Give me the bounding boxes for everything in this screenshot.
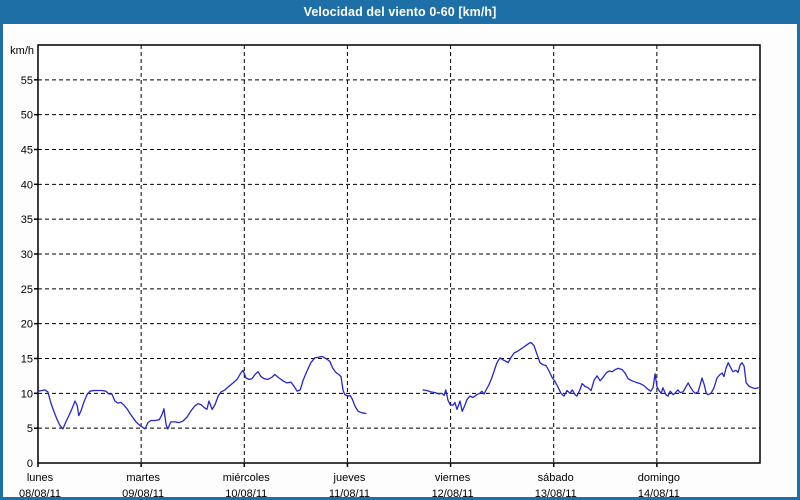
y-tick-label: 25: [21, 284, 33, 296]
y-tick-label: 40: [21, 179, 33, 191]
y-tick-label: 10: [21, 388, 33, 400]
y-tick-label: 20: [21, 319, 33, 331]
x-day-label: miércoles: [223, 472, 271, 484]
y-tick-label: 35: [21, 214, 33, 226]
title-bar: Velocidad del viento 0-60 [km/h]: [0, 0, 800, 24]
x-day-label: martes: [126, 472, 160, 484]
y-tick-label: 0: [27, 458, 33, 470]
window-title: Velocidad del viento 0-60 [km/h]: [303, 5, 497, 19]
wind-speed-line: [422, 341, 759, 413]
y-axis-unit-label: km/h: [10, 45, 34, 57]
y-tick-label: 50: [21, 110, 33, 122]
x-date-label: 11/08/11: [329, 488, 370, 500]
x-day-label: jueves: [333, 472, 366, 484]
y-tick-label: 5: [27, 423, 33, 435]
x-day-label: domingo: [638, 472, 680, 484]
y-tick-label: 30: [21, 249, 33, 261]
x-date-label: 10/08/11: [225, 488, 267, 500]
x-date-label: 08/08/11: [19, 488, 61, 500]
x-day-label: sábado: [538, 472, 574, 484]
y-tick-label: 15: [21, 354, 33, 366]
x-day-label: viernes: [435, 472, 471, 484]
y-tick-label: 55: [21, 75, 33, 87]
x-day-label: lunes: [27, 472, 54, 484]
x-date-label: 14/08/11: [638, 488, 680, 500]
x-date-label: 13/08/11: [535, 488, 577, 500]
x-date-label: 09/08/11: [122, 488, 164, 500]
x-date-label: 12/08/11: [432, 488, 474, 500]
y-tick-label: 45: [21, 145, 33, 157]
wind-speed-chart: km/h5550454035302520151050lunes08/08/11m…: [10, 44, 761, 500]
wind-speed-line: [37, 355, 367, 430]
